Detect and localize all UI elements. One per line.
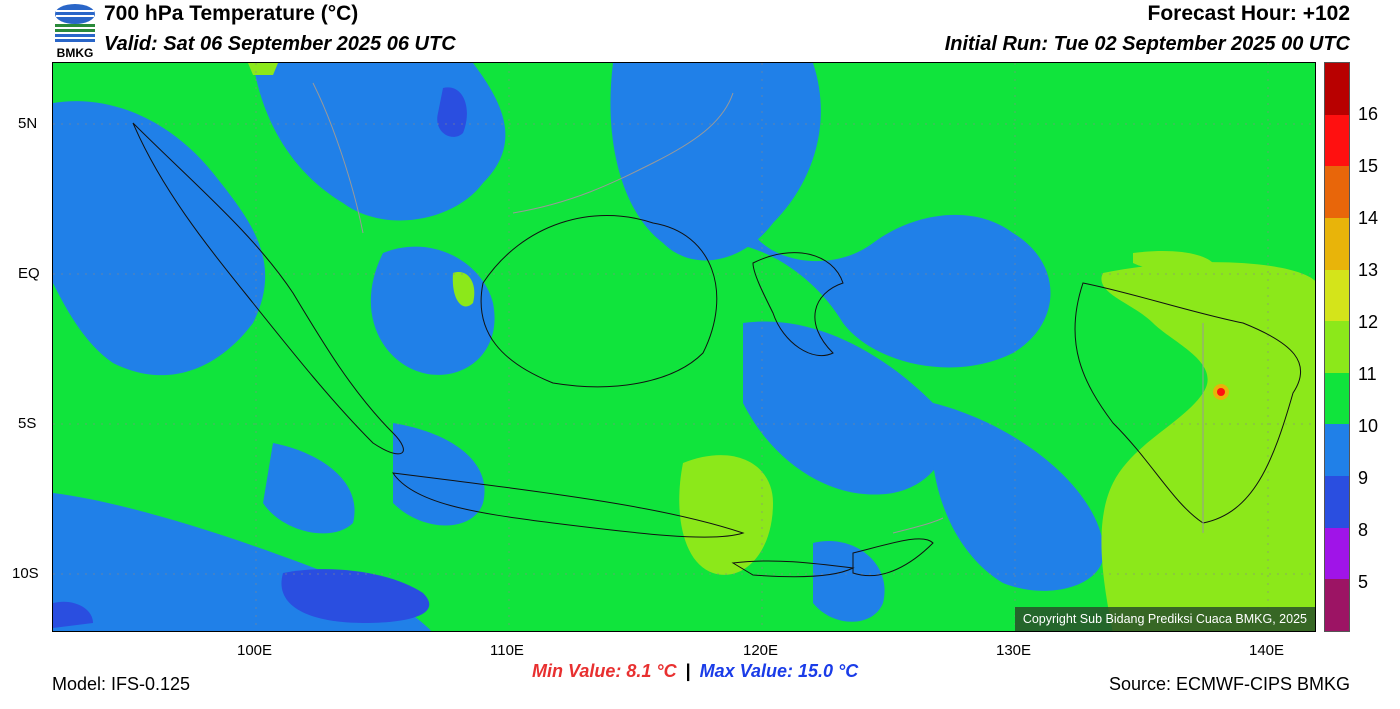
source-label: Source: ECMWF-CIPS BMKG [1108, 674, 1350, 694]
colorbar-segment [1325, 579, 1349, 631]
colorbar-segment [1325, 63, 1349, 115]
colorbar-label-12: 12 [1358, 312, 1379, 332]
colorbar-label-13: 13 [1358, 260, 1379, 280]
colorbar-segment [1325, 114, 1349, 167]
forecast-hour: Forecast Hour: +102 [1147, 2, 1351, 25]
temperature-map: Copyright Sub Bidang Prediksi Cuaca BMKG… [52, 62, 1316, 632]
chart-title: 700 hPa Temperature (°C) [104, 2, 359, 25]
x-tick-120e: 120E [743, 642, 779, 659]
colorbar-label-10: 10 [1358, 416, 1379, 436]
colorbar-segment [1325, 321, 1349, 373]
colorbar-label-15: 15 [1358, 156, 1379, 176]
max-value: Max Value: 15.0 °C [699, 661, 859, 681]
y-tick-10s: 10S [12, 565, 39, 582]
colorbar-segment [1325, 269, 1349, 322]
x-tick-130e: 130E [996, 642, 1032, 659]
x-tick-110e: 110E [490, 642, 524, 659]
y-tick-eq: EQ [18, 265, 40, 282]
colorbar-segment [1325, 527, 1349, 580]
y-tick-5n: 5N [18, 115, 38, 132]
colorbar-segment [1325, 476, 1349, 528]
colorbar-segment [1325, 372, 1349, 425]
colorbar-label-5: 5 [1358, 572, 1369, 592]
colorbar [1324, 62, 1350, 632]
colorbar-segment [1325, 217, 1349, 270]
y-tick-5s: 5S [18, 415, 37, 432]
colorbar-segment [1325, 424, 1349, 476]
x-tick-140e: 140E [1249, 642, 1285, 659]
bmkg-logo: BMKG [52, 2, 98, 60]
min-value: Min Value: 8.1 °C [532, 661, 677, 681]
value-separator: | [685, 661, 691, 681]
colorbar-label-11: 11 [1358, 364, 1377, 384]
colorbar-segment [1325, 166, 1349, 218]
colorbar-label-8: 8 [1358, 520, 1369, 540]
x-tick-100e: 100E [237, 642, 273, 659]
colorbar-label-14: 14 [1358, 208, 1379, 228]
copyright-notice: Copyright Sub Bidang Prediksi Cuaca BMKG… [1014, 607, 1315, 631]
map-svg [53, 63, 1315, 631]
colorbar-label-9: 9 [1358, 468, 1369, 488]
model-label: Model: IFS-0.125 [52, 674, 191, 694]
initial-run: Initial Run: Tue 02 September 2025 00 UT… [944, 33, 1350, 55]
colorbar-label-16: 16 [1358, 104, 1379, 124]
logo-text: BMKG [57, 46, 94, 60]
valid-time: Valid: Sat 06 September 2025 06 UTC [104, 33, 456, 55]
